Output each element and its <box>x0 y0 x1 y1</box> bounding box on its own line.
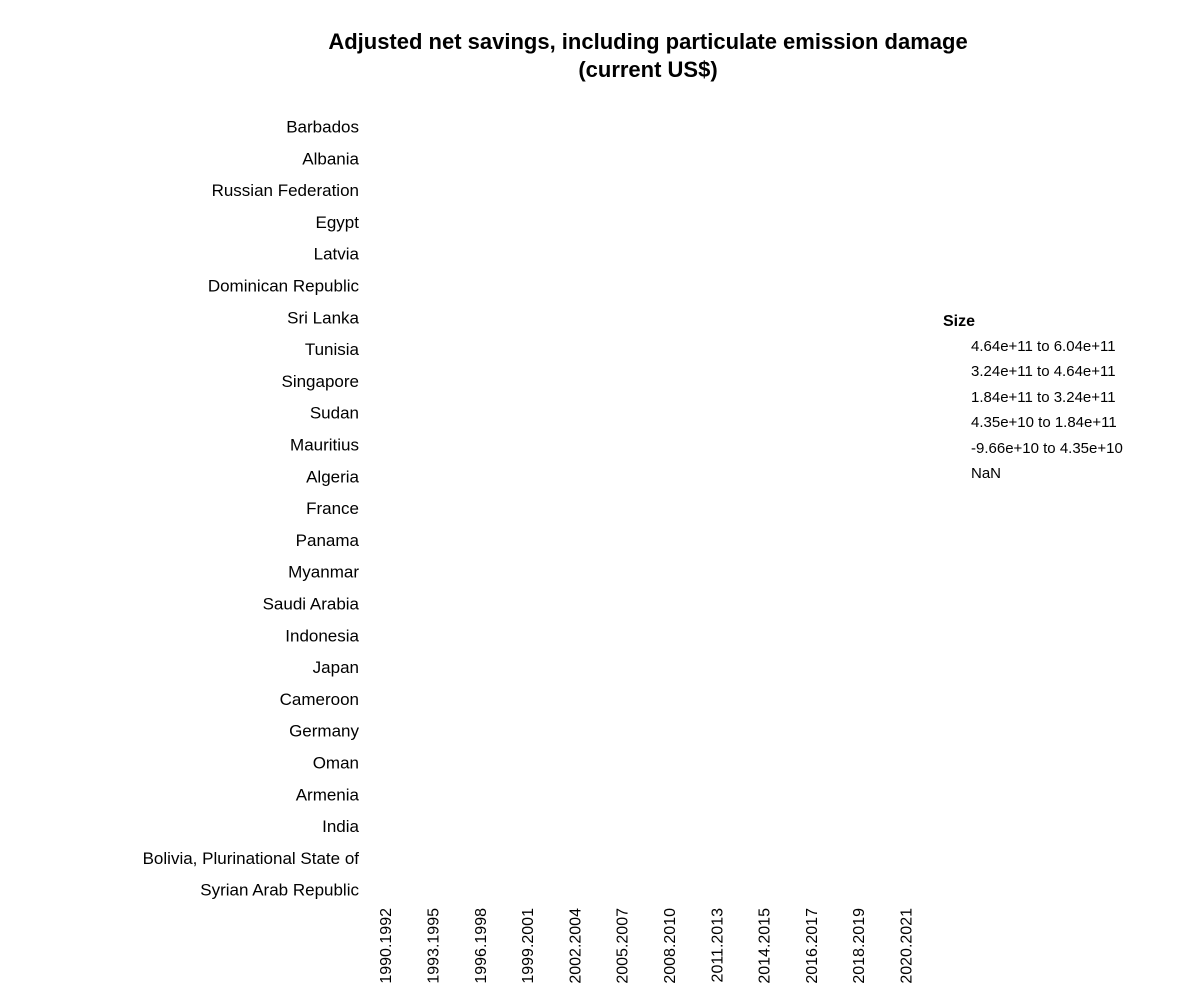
x-tick-label: 2014.2015 <box>757 908 774 984</box>
x-tick-label: 1993.1995 <box>426 908 443 984</box>
legend-item: -9.66e+10 to 4.35e+10 <box>971 439 1123 457</box>
y-tick-label: Russian Federation <box>212 181 359 200</box>
y-tick-label: Mauritius <box>290 435 359 454</box>
x-axis-tick-labels: 1990.1992 1993.1995 1996.1998 1999.2001 2002… <box>378 908 915 984</box>
y-tick-label: Sri Lanka <box>287 308 359 327</box>
y-tick-label: Dominican Republic <box>208 276 360 295</box>
x-tick-label: 2016.2017 <box>804 908 821 984</box>
x-tick-label: 2005.2007 <box>615 908 632 984</box>
x-tick-label: 1999.2001 <box>520 908 537 984</box>
y-tick-label: France <box>306 499 359 518</box>
x-tick-label: 2018.2019 <box>851 908 868 984</box>
y-tick-label: Algeria <box>306 467 359 486</box>
y-tick-label: Saudi Arabia <box>263 594 360 613</box>
y-axis-tick-labels: Barbados Albania Russian Federation Egypt La… <box>143 117 360 899</box>
chart-title-line-2: (current US$) <box>578 57 718 82</box>
y-tick-label: Japan <box>313 658 359 677</box>
x-tick-label: 2002.2004 <box>567 908 584 984</box>
legend-item: 4.64e+11 to 6.04e+11 <box>971 338 1116 355</box>
y-tick-label: Syrian Arab Republic <box>200 881 359 900</box>
legend-item: NaN <box>971 465 1002 482</box>
y-tick-label: Tunisia <box>305 340 360 359</box>
legend-title: Size <box>943 313 976 330</box>
x-tick-label: 2020.2021 <box>899 908 916 984</box>
y-tick-label: India <box>322 817 359 836</box>
x-tick-label: 2011.2013 <box>709 908 726 983</box>
y-tick-label: Albania <box>302 149 359 168</box>
y-tick-label: Germany <box>289 722 359 741</box>
legend-item: 3.24e+11 to 4.64e+11 <box>971 363 1116 381</box>
y-tick-label: Panama <box>296 531 360 550</box>
chart-title-line-1: Adjusted net savings, including particul… <box>328 29 968 54</box>
y-tick-label: Myanmar <box>288 563 359 582</box>
y-tick-label: Bolivia, Plurinational State of <box>143 849 360 868</box>
y-tick-label: Cameroon <box>280 690 359 709</box>
y-tick-label: Oman <box>313 753 359 772</box>
x-tick-label: 1990.1992 <box>378 908 395 984</box>
y-tick-label: Indonesia <box>285 626 359 645</box>
legend-item: 4.35e+10 to 1.84e+11 <box>971 414 1117 432</box>
legend-item: 1.84e+11 to 3.24e+11 <box>971 388 1116 406</box>
y-tick-label: Singapore <box>281 372 359 391</box>
y-tick-label: Latvia <box>314 245 360 264</box>
y-tick-label: Barbados <box>286 117 359 136</box>
y-tick-label: Sudan <box>310 404 359 423</box>
y-tick-label: Egypt <box>316 213 360 232</box>
x-tick-label: 1996.1998 <box>473 908 490 984</box>
x-tick-label: 2008.2010 <box>662 908 679 984</box>
y-tick-label: Armenia <box>296 785 360 804</box>
